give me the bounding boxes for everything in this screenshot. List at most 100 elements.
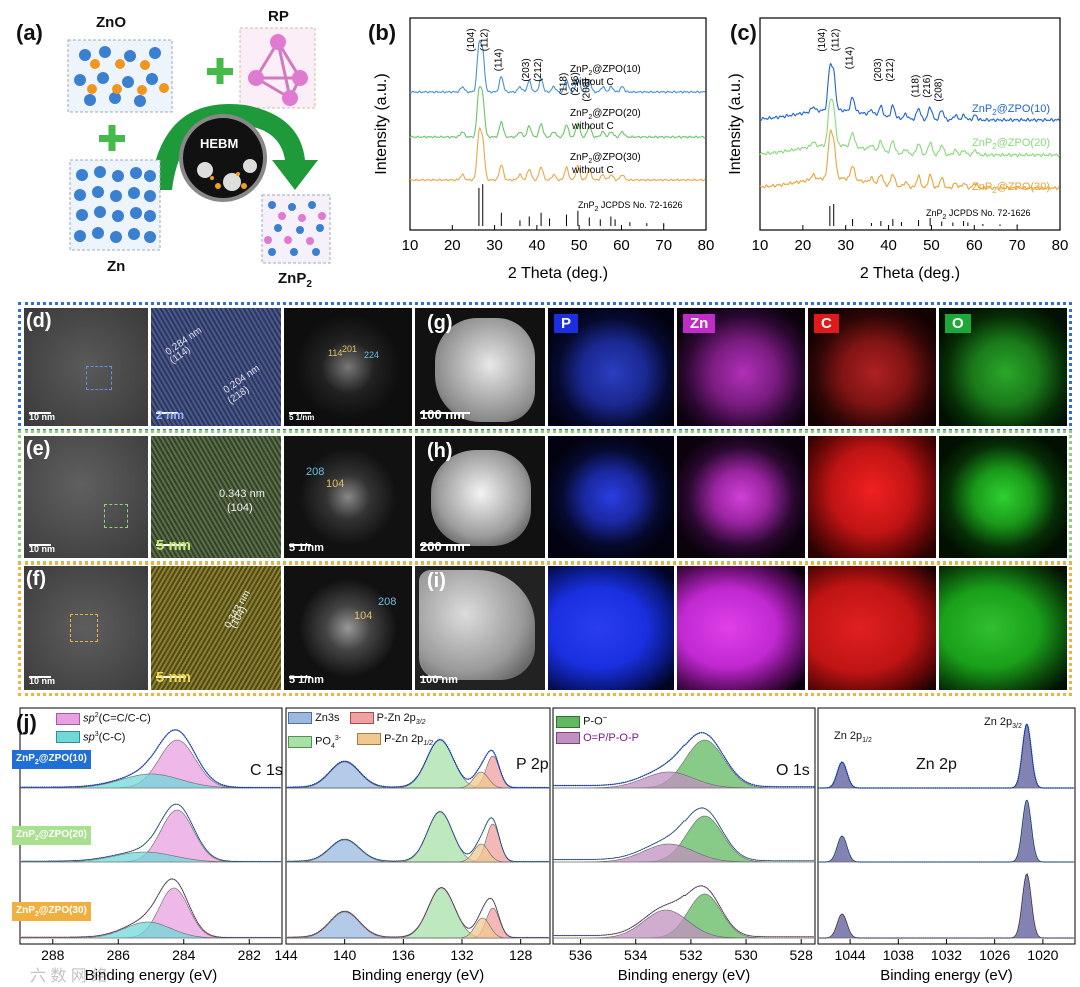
xrd-series-line <box>409 86 707 139</box>
legend-c1s: sp2(C=C/C-C) sp3(C-C) <box>56 708 151 745</box>
panel-c-xrd-chart: 10 20 30 40 50 60 70 80 Intensity (a.u.) 2 Thet… <box>727 17 1068 282</box>
panel-a-schematic <box>67 27 331 264</box>
panel-b-xlabel: 2 Theta (deg.) <box>508 265 608 282</box>
panel-c: (c) 10 20 30 40 50 60 70 80 Intensity (a.u.) 2 … <box>720 0 1080 300</box>
x-tick-label: 40 <box>880 237 897 254</box>
series-label-line2: without C <box>571 77 614 88</box>
zn2p32-label: Zn 2p3/2 <box>984 716 1022 731</box>
fft-e: 208 104 5 1/nm <box>284 436 412 558</box>
scale-bar-label: 5 1/nm <box>289 674 324 686</box>
series-label: ZnP2@ZPO(30) <box>972 181 1050 195</box>
xps-frame <box>285 707 551 945</box>
xps-frame <box>552 707 816 945</box>
panel-b: (b) 10 20 30 40 50 60 70 80 Intensity (a.u.) 2 … <box>360 0 720 300</box>
haadf-h: (h) 200 nm <box>415 436 545 558</box>
x-tick-label: 20 <box>795 237 812 254</box>
x-tick-label: 30 <box>486 237 503 254</box>
scale-bar-label: 5 nm <box>156 669 192 686</box>
znp2-label: ZnP2 <box>278 270 312 290</box>
zno-label: ZnO <box>96 14 126 31</box>
o1s-title: O 1s <box>776 762 810 779</box>
panel-j-xps-chart: 288 286 284 282 Binding energy (eV) 144 140 136… <box>19 707 1076 984</box>
xps-xlabel: Binding energy (eV) <box>880 967 1013 984</box>
xps-component-peak <box>20 773 282 789</box>
xps-fit-line <box>553 732 815 788</box>
watermark: 六 数 网 络 <box>30 968 108 985</box>
fft-f: 104 208 5 1/nm <box>284 566 412 690</box>
xps-fit-line <box>286 887 549 938</box>
peak-label: (208) <box>934 78 945 101</box>
selection-box <box>70 614 98 642</box>
peak-label: (114) <box>493 49 504 72</box>
xps-x-tick-label: 144 <box>274 947 298 963</box>
eds-map-p-g: P <box>548 308 674 426</box>
scale-bar-label: 2 nm <box>156 408 185 422</box>
xps-fit-line <box>818 873 1074 939</box>
panel-c-ref-label: ZnP2 JCPDS No. 72-1626 <box>926 208 1030 221</box>
xps-component-peak <box>286 917 550 939</box>
reaction-arrow-icon <box>150 104 318 190</box>
peak-label: (212) <box>533 58 544 81</box>
xps-x-tick-label: 284 <box>172 947 196 963</box>
eds-map-p-i <box>548 566 674 690</box>
panel-j: (j) 288 286 284 282 Binding energy (eV) 144 14… <box>0 700 1080 987</box>
zn-label: Zn <box>107 258 126 275</box>
eds-map-c-i <box>808 566 936 690</box>
panel-c-xlabel: 2 Theta (deg.) <box>860 265 960 282</box>
xps-fit-line <box>20 729 281 788</box>
xps-fit-line <box>286 811 549 862</box>
xps-x-tick-label: 132 <box>450 947 474 963</box>
panel-e-label: (e) <box>26 438 51 460</box>
xps-fit-line <box>553 885 815 938</box>
xps-fit-line <box>553 807 815 862</box>
eds-map-zn-i <box>677 566 805 690</box>
panel-i-label: (i) <box>427 570 446 592</box>
peak-label: (203) <box>873 58 884 81</box>
tem-e-overview: (e) 10 nm <box>24 436 148 558</box>
eds-map-zn-h <box>677 436 805 558</box>
ball-mill-icon <box>179 114 267 202</box>
panel-c-ylabel: Intensity (a.u.) <box>727 73 744 174</box>
xrd-series-line <box>409 126 706 182</box>
xps-x-tick-label: 1038 <box>883 947 914 963</box>
xps-fit-line <box>20 878 281 938</box>
xps-component-peak <box>20 851 282 863</box>
znp2-crystal-icon <box>261 194 331 264</box>
element-tag-o: O <box>945 314 971 333</box>
element-tag-zn: Zn <box>683 314 716 333</box>
xps-fit-line <box>286 739 549 788</box>
xps-x-tick-label: 536 <box>569 947 593 963</box>
xps-component-peak <box>818 800 1075 863</box>
xps-x-tick-label: 530 <box>734 947 758 963</box>
eds-map-o-g: O <box>939 308 1067 426</box>
x-tick-label: 60 <box>613 237 630 254</box>
peak-label: (203) <box>521 58 532 81</box>
panel-c-label: (c) <box>730 20 757 45</box>
fft-spot-2: 201 <box>342 344 358 354</box>
xps-component-peak <box>553 771 815 789</box>
panel-b-ref-label: ZnP2 JCPDS No. 72-1626 <box>578 200 682 213</box>
xps-x-tick-label: 534 <box>624 947 648 963</box>
element-tag-p: P <box>554 314 579 333</box>
xps-x-tick-label: 1020 <box>1027 947 1058 963</box>
xps-x-tick-label: 532 <box>679 947 703 963</box>
scale-bar-label: 200 nm <box>420 539 465 554</box>
zno-crystal-icon <box>67 39 173 113</box>
eds-map-p-h <box>548 436 674 558</box>
xps-x-tick-label: 1026 <box>979 947 1010 963</box>
xrd-series-line <box>409 39 707 94</box>
x-tick-label: 80 <box>698 237 715 254</box>
lattice-plane-1: (104) <box>227 502 253 514</box>
panel-g-label: (g) <box>427 312 453 334</box>
x-tick-label: 30 <box>837 237 854 254</box>
c1s-title: C 1s <box>250 762 283 779</box>
fft-spot-1: 208 <box>306 466 325 478</box>
peak-label: (104) <box>466 28 477 51</box>
series-label-line2: without C <box>571 165 614 176</box>
scale-bar-label: 100 nm <box>420 407 465 422</box>
scale-bar-label: 10 nm <box>29 544 56 554</box>
xps-xlabel: Binding energy (eV) <box>352 967 485 984</box>
peak-label: (118) <box>911 75 922 98</box>
xps-x-tick-label: 128 <box>509 947 533 963</box>
plus-icon-1 <box>207 58 233 84</box>
